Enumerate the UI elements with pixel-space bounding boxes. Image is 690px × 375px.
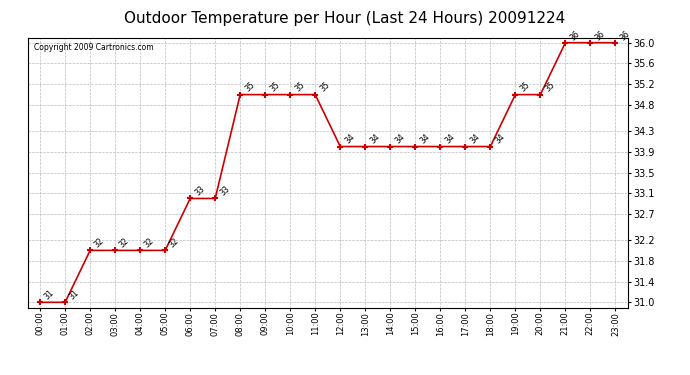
Text: 33: 33 xyxy=(193,184,206,198)
Text: 35: 35 xyxy=(543,81,556,94)
Text: 32: 32 xyxy=(93,236,106,250)
Text: 33: 33 xyxy=(218,184,231,198)
Text: 36: 36 xyxy=(568,28,582,42)
Text: 34: 34 xyxy=(493,132,506,146)
Text: 35: 35 xyxy=(518,81,531,94)
Text: 31: 31 xyxy=(68,288,81,302)
Text: 32: 32 xyxy=(168,236,181,250)
Text: Copyright 2009 Cartronics.com: Copyright 2009 Cartronics.com xyxy=(34,43,153,52)
Text: 34: 34 xyxy=(443,132,456,146)
Text: 34: 34 xyxy=(418,132,431,146)
Text: 34: 34 xyxy=(343,132,356,146)
Text: 34: 34 xyxy=(393,132,406,146)
Text: 34: 34 xyxy=(368,132,382,146)
Text: 35: 35 xyxy=(318,81,331,94)
Text: 36: 36 xyxy=(618,28,631,42)
Text: 35: 35 xyxy=(268,81,282,94)
Text: 32: 32 xyxy=(118,236,131,250)
Text: 35: 35 xyxy=(243,81,256,94)
Text: Outdoor Temperature per Hour (Last 24 Hours) 20091224: Outdoor Temperature per Hour (Last 24 Ho… xyxy=(124,11,566,26)
Text: 36: 36 xyxy=(593,28,607,42)
Text: 34: 34 xyxy=(468,132,482,146)
Text: 31: 31 xyxy=(43,288,56,302)
Text: 32: 32 xyxy=(143,236,156,250)
Text: 35: 35 xyxy=(293,81,306,94)
